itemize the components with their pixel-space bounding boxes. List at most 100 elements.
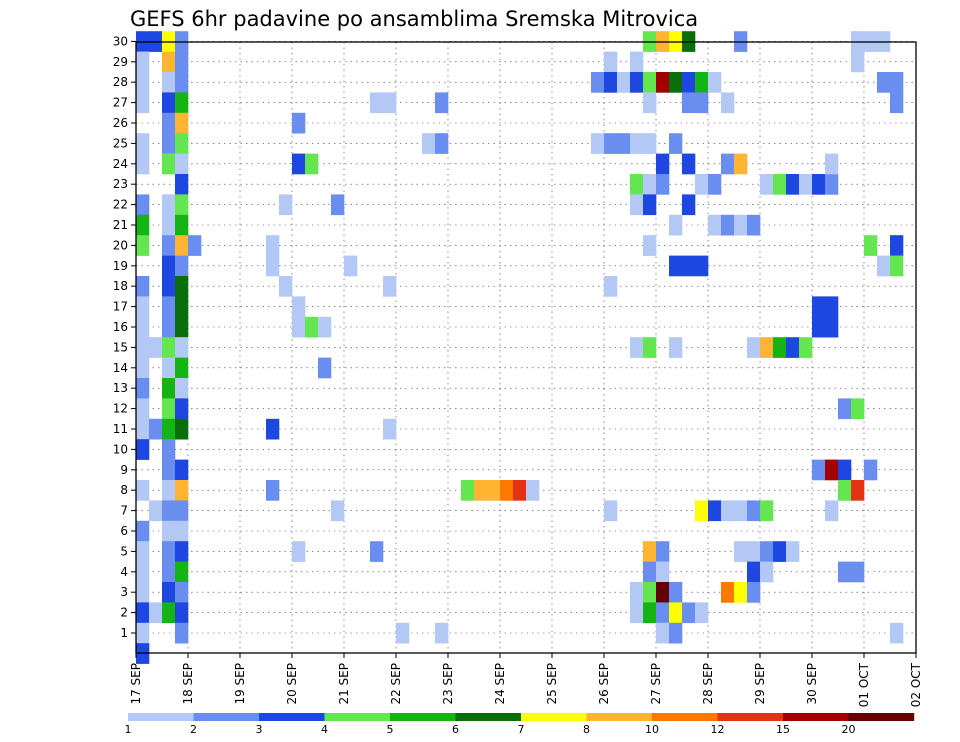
- precip-cell: [708, 174, 722, 195]
- precip-cell: [682, 255, 696, 277]
- precip-cell: [136, 133, 150, 154]
- legend-swatch: [128, 713, 194, 721]
- precip-cell: [890, 235, 904, 256]
- precip-cell: [292, 112, 306, 134]
- precip-cell: [851, 480, 865, 501]
- precip-cell: [136, 337, 150, 358]
- precip-cell: [825, 153, 839, 175]
- x-tick-label: 27 SEP: [649, 663, 663, 705]
- precip-cell: [136, 561, 150, 583]
- precip-cell: [695, 602, 709, 624]
- y-tick-label: 27: [113, 96, 128, 110]
- precip-cell: [604, 500, 618, 522]
- precip-cell: [747, 582, 761, 603]
- precip-cell: [630, 72, 644, 93]
- precip-cell: [175, 174, 189, 195]
- y-tick-label: 28: [113, 75, 128, 89]
- y-tick-label: 10: [113, 442, 128, 456]
- precip-cell: [266, 235, 280, 256]
- x-tick-label: 23 SEP: [441, 663, 455, 705]
- y-tick-label: 15: [113, 340, 128, 354]
- legend-label: 1: [125, 723, 132, 736]
- precip-cell: [136, 418, 150, 440]
- y-tick-label: 21: [113, 218, 128, 232]
- precip-cell: [708, 500, 722, 522]
- precip-cell: [318, 316, 332, 338]
- precip-cell: [435, 133, 449, 154]
- precip-cell: [890, 72, 904, 93]
- precip-cell: [617, 133, 631, 154]
- precip-cell: [721, 500, 735, 522]
- chart-title: GEFS 6hr padavine po ansamblima Sremska …: [130, 7, 698, 31]
- precip-cell: [825, 174, 839, 195]
- precip-cell: [175, 480, 189, 501]
- precip-cell: [747, 214, 761, 236]
- precip-cell: [786, 337, 800, 358]
- precip-cell: [669, 133, 683, 154]
- precip-cell: [136, 520, 150, 542]
- precip-cell: [175, 500, 189, 522]
- legend-swatch: [783, 713, 849, 721]
- precip-cell: [136, 541, 150, 562]
- precip-cell: [175, 418, 189, 440]
- legend-label: 4: [321, 723, 328, 736]
- y-axis: 1234567891011121314151617181920212223242…: [113, 34, 136, 640]
- precip-cell: [162, 194, 176, 216]
- precip-cell: [175, 602, 189, 624]
- precip-cell: [266, 255, 280, 277]
- precip-cell: [136, 480, 150, 501]
- precip-cell: [175, 561, 189, 583]
- precip-cell: [630, 582, 644, 603]
- precip-cell: [604, 133, 618, 154]
- precip-cell: [136, 378, 150, 399]
- precip-cell: [175, 378, 189, 399]
- precip-cell: [383, 418, 397, 440]
- precip-cell: [136, 235, 150, 256]
- precip-cell: [656, 561, 670, 583]
- precip-cell: [396, 622, 410, 644]
- x-tick-label: 29 SEP: [753, 663, 767, 705]
- precip-cell: [136, 214, 150, 236]
- precip-cell: [136, 276, 150, 297]
- precip-cell: [162, 235, 176, 256]
- precip-cell: [643, 337, 657, 358]
- y-tick-label: 14: [113, 361, 128, 375]
- precip-cell: [786, 174, 800, 195]
- precip-cell: [162, 337, 176, 358]
- precip-cell: [175, 337, 189, 358]
- precip-cell: [136, 439, 150, 460]
- precip-cell: [162, 316, 176, 338]
- precip-cell: [773, 174, 787, 195]
- precip-cell: [890, 255, 904, 277]
- precip-cell: [851, 51, 865, 73]
- x-tick-label: 21 SEP: [337, 663, 351, 705]
- precip-cell: [162, 255, 176, 277]
- precip-cell: [162, 378, 176, 399]
- precip-cell: [734, 500, 748, 522]
- precip-cell: [162, 541, 176, 562]
- precip-cell: [669, 214, 683, 236]
- precip-cell: [643, 174, 657, 195]
- y-tick-label: 6: [120, 524, 128, 538]
- precip-cell: [890, 92, 904, 114]
- precip-cell: [812, 296, 826, 318]
- precip-cell: [149, 500, 163, 522]
- precip-cell: [487, 480, 501, 501]
- precip-cell: [461, 480, 475, 501]
- precip-cell: [370, 92, 384, 114]
- y-tick-label: 11: [113, 422, 128, 436]
- precip-cell: [136, 296, 150, 318]
- precip-cell: [136, 51, 150, 73]
- precip-cell: [695, 72, 709, 93]
- precip-cell: [825, 316, 839, 338]
- x-tick-label: 24 SEP: [493, 663, 507, 705]
- precip-cell: [175, 357, 189, 379]
- legend-swatch: [848, 713, 915, 721]
- precip-cell: [162, 418, 176, 440]
- precip-cell: [760, 337, 774, 358]
- precip-cell: [526, 480, 540, 501]
- precip-cell: [162, 92, 176, 114]
- legend-label: 12: [711, 723, 725, 736]
- x-tick-label: 30 SEP: [805, 663, 819, 705]
